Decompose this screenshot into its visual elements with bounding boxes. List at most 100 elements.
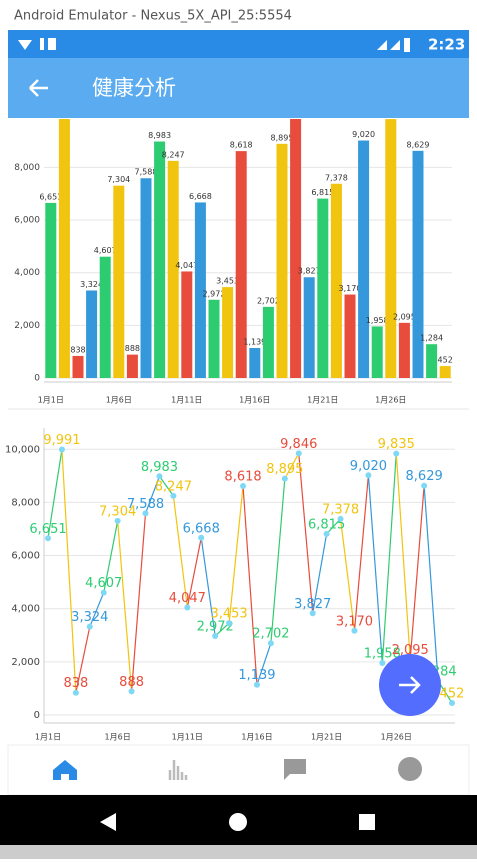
x-tick-label: 1月6日: [105, 733, 131, 742]
bar-label: 3,453: [216, 277, 239, 286]
bar-label: 9,020: [352, 130, 375, 139]
point: [142, 510, 149, 517]
line-segment: [298, 453, 314, 614]
point-label: 3,324: [71, 610, 108, 625]
bar: [385, 119, 397, 378]
y-tick-label: 10,000: [5, 444, 40, 455]
line-segment: [381, 453, 397, 664]
bar: [249, 348, 261, 378]
bar: [290, 119, 302, 379]
x-tick-label: 1月21日: [307, 396, 338, 405]
bar-label: 2,702: [257, 296, 280, 305]
line-segment: [228, 485, 244, 624]
line-segment: [242, 485, 258, 685]
point: [58, 446, 65, 453]
bar-label: 888: [125, 344, 140, 353]
y-tick-label: 2,000: [14, 321, 40, 331]
bar-label: 2,095: [393, 312, 416, 321]
point: [421, 482, 428, 489]
bar: [58, 119, 70, 379]
nav-messages[interactable]: [284, 759, 306, 780]
point-label: 9,991: [43, 433, 80, 448]
bar-label: 452: [438, 356, 453, 365]
point-label: 7,304: [99, 504, 136, 519]
point: [337, 515, 344, 522]
back-button[interactable]: [29, 79, 48, 97]
point-label: 8,983: [141, 460, 178, 475]
x-tick-label: 1月16日: [241, 733, 272, 742]
line-segment: [395, 453, 411, 660]
bar: [317, 198, 329, 378]
point-label: 888: [119, 675, 144, 690]
bar-label: 8,247: [162, 150, 185, 159]
bar-label: 6,668: [189, 192, 212, 201]
x-tick-label: 1月1日: [35, 733, 61, 742]
point-label: 4,607: [85, 576, 122, 591]
line-segment: [47, 449, 63, 539]
bar-label: 8,983: [148, 131, 171, 140]
line-segment: [144, 476, 161, 514]
nav-back[interactable]: [100, 813, 116, 831]
line-segment: [326, 518, 341, 535]
point: [253, 681, 260, 688]
line-segment: [103, 520, 119, 593]
point: [365, 472, 372, 479]
point-label: 2,702: [252, 627, 289, 642]
point-label: 9,835: [378, 437, 415, 452]
point: [449, 699, 455, 706]
line-segment: [353, 475, 370, 631]
point-label: 8,618: [224, 469, 261, 484]
point-label: 9,020: [350, 459, 387, 474]
point: [72, 689, 79, 696]
bar-label: 7,378: [325, 173, 348, 182]
point-label: 838: [63, 676, 88, 691]
point-label: 4,047: [169, 591, 206, 606]
point-label: 7,378: [322, 502, 359, 517]
bar-label: 4,047: [175, 261, 198, 270]
nav-profile[interactable]: [398, 757, 422, 781]
bar-chart: 6,6519,9918383,3244,6077,3048887,5888,98…: [39, 119, 453, 379]
bar-label: 1,284: [420, 334, 443, 343]
y-tick-label: 4,000: [11, 604, 40, 615]
bar-label: 3,827: [298, 267, 321, 276]
bar-label: 6,651: [39, 192, 62, 201]
y-tick-label: 6,000: [14, 216, 40, 226]
line-segment: [214, 622, 230, 637]
bar: [371, 326, 383, 378]
nav-stats[interactable]: [168, 760, 188, 780]
bar-label: 838: [70, 345, 85, 354]
bar-label: 4,607: [94, 246, 117, 255]
point: [156, 473, 163, 480]
bar-label: 2,972: [203, 289, 226, 298]
bar: [99, 256, 111, 378]
x-tick-label: 1月11日: [171, 396, 202, 405]
bar: [113, 185, 125, 378]
window-title: Android Emulator - Nexus_5X_API_25:5554: [14, 9, 292, 24]
point-label: 9,846: [280, 437, 317, 452]
bar-label: 1,958: [366, 316, 389, 325]
bar: [72, 355, 84, 378]
point-label: 8,247: [155, 479, 192, 494]
bar: [45, 202, 57, 378]
x-tick-label: 1月26日: [381, 733, 412, 742]
bar-label: 8,895: [271, 133, 294, 142]
point: [128, 688, 135, 695]
bar: [344, 294, 356, 378]
y-tick-label: 4,000: [14, 268, 40, 278]
point: [86, 623, 93, 630]
point: [351, 627, 358, 634]
y-tick-label: 6,000: [11, 551, 40, 562]
point-label: 6,651: [29, 522, 66, 537]
point: [379, 659, 386, 666]
nav-recent[interactable]: [359, 814, 375, 830]
nav-home[interactable]: [53, 760, 77, 780]
point-label: 1,139: [238, 668, 275, 683]
y-tick-label: 0: [34, 710, 40, 721]
nav-home-sys[interactable]: [229, 813, 247, 831]
y-tick-label: 0: [34, 374, 40, 384]
point-label: 8,895: [266, 462, 303, 477]
point-label: 1,958: [364, 646, 401, 661]
line-segment: [312, 533, 328, 614]
